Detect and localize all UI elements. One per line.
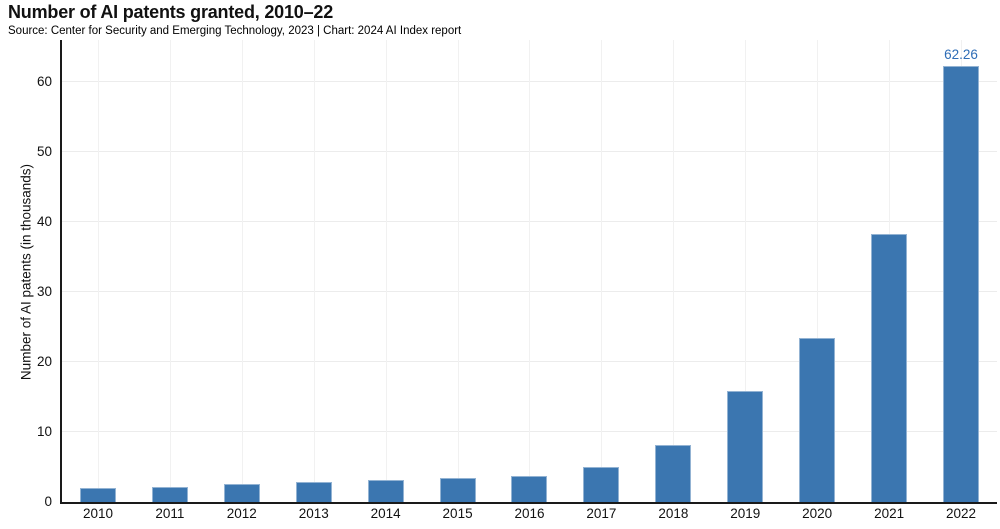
plot-area: 62.26 (60, 40, 997, 504)
bar (79, 488, 116, 502)
bar-column (206, 40, 278, 502)
bar (151, 486, 188, 502)
bar-column: 62.26 (925, 40, 997, 502)
vertical-gridline (529, 40, 531, 502)
vertical-gridline (241, 40, 243, 502)
chart-title: Number of AI patents granted, 2010–22 (8, 2, 334, 22)
bar-column (565, 40, 637, 502)
bar (439, 478, 476, 502)
x-axis-tick-label: 2014 (370, 506, 401, 521)
y-axis-tick-label: 0 (44, 494, 52, 509)
vertical-gridline (601, 40, 603, 502)
y-axis-tick-label: 20 (36, 354, 52, 369)
x-axis-tick-labels: 2010 2011 2012 2013 2014 2015 2016 2017 2018 2019… (62, 506, 997, 526)
bar-value-label: 62.26 (944, 47, 978, 63)
bar-column (350, 40, 422, 502)
bar-column (422, 40, 494, 502)
vertical-gridline (385, 40, 387, 502)
bar (655, 444, 692, 502)
y-axis-tick-label: 40 (36, 214, 52, 229)
bar-column (853, 40, 925, 502)
bar (583, 467, 620, 502)
x-axis-tick-label: 2010 (82, 506, 113, 521)
x-axis-tick-label: 2021 (874, 506, 905, 521)
bar (943, 66, 980, 502)
vertical-gridline (169, 40, 171, 502)
vertical-gridline (457, 40, 459, 502)
bar (295, 482, 332, 502)
bar-column (494, 40, 566, 502)
bars-layer: 62.26 (62, 40, 997, 502)
x-axis-tick-label: 2020 (802, 506, 833, 521)
vertical-gridline (97, 40, 99, 502)
x-axis-tick-label: 2017 (586, 506, 617, 521)
bar-column (781, 40, 853, 502)
y-axis-tick-label: 10 (36, 424, 52, 439)
bar (223, 483, 260, 502)
x-axis-tick-label: 2018 (658, 506, 689, 521)
x-axis-tick-label: 2012 (226, 506, 257, 521)
y-axis-tick-label: 30 (36, 284, 52, 299)
chart-source-line: Source: Center for Security and Emerging… (8, 25, 462, 37)
vertical-gridline (673, 40, 675, 502)
y-axis-tick-labels: 0 10 20 30 40 50 60 (0, 40, 54, 509)
x-axis-tick-label: 2011 (155, 506, 185, 521)
bar-column (134, 40, 206, 502)
vertical-gridline (745, 40, 747, 502)
x-axis-tick-label: 2013 (298, 506, 329, 521)
vertical-gridline (817, 40, 819, 502)
y-axis-tick-label: 60 (36, 74, 52, 89)
bar (367, 480, 404, 502)
bar (871, 233, 908, 502)
x-axis-tick-label: 2015 (442, 506, 473, 521)
bar-column (62, 40, 134, 502)
x-axis-tick-label: 2022 (946, 506, 977, 521)
x-axis-tick-label: 2016 (514, 506, 545, 521)
vertical-gridline (313, 40, 315, 502)
bar (727, 391, 764, 502)
x-axis-tick-label: 2019 (730, 506, 761, 521)
bar-column (278, 40, 350, 502)
bar-column (637, 40, 709, 502)
bar (799, 338, 836, 502)
y-axis-tick-label: 50 (36, 144, 52, 159)
bar (511, 476, 548, 502)
bar-column (709, 40, 781, 502)
